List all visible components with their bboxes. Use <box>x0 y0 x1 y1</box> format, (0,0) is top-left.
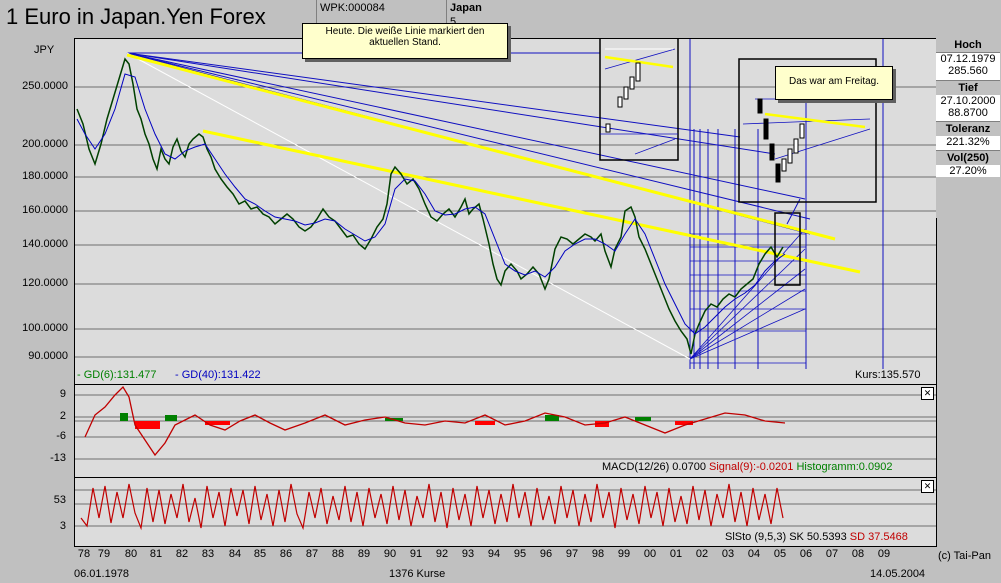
x-tick: 07 <box>825 548 839 560</box>
copyright: (c) Tai-Pan <box>938 550 991 562</box>
main-chart-panel: Heute. Die weiße Linie markiert den aktu… <box>74 21 937 385</box>
y-tick: 250.0000 <box>22 80 68 92</box>
price-series <box>76 57 784 355</box>
y-tick: 200.0000 <box>22 138 68 150</box>
hoch-value: 285.560 <box>936 65 1000 80</box>
x-tick: 94 <box>487 548 501 560</box>
ma-series <box>76 73 786 335</box>
country-label: Japan <box>450 2 482 14</box>
x-tick: 99 <box>617 548 631 560</box>
y-tick: 90.0000 <box>28 350 68 362</box>
x-tick: 80 <box>124 548 138 560</box>
country-box: Japan 5 <box>446 0 935 38</box>
x-tick: 06 <box>799 548 813 560</box>
sto-y-tick: 3 <box>59 520 66 532</box>
macd-y-tick: -13 <box>50 452 66 464</box>
x-tick: 78 <box>77 548 91 560</box>
x-tick: 97 <box>565 548 579 560</box>
x-tick: 98 <box>591 548 605 560</box>
x-tick: 05 <box>773 548 787 560</box>
vol-label: Vol(250) <box>936 150 1000 165</box>
macd-y-tick: -6 <box>56 430 66 442</box>
main-chart-svg <box>75 21 936 369</box>
macd-svg <box>75 385 936 460</box>
macd-panel: ✕ MACD(12/26) 0.0700 Signal(9):-0.0201 H… <box>74 384 937 478</box>
sto-svg <box>75 483 936 531</box>
x-tick: 08 <box>851 548 865 560</box>
sto-y-tick: 53 <box>53 494 66 506</box>
close-icon[interactable]: ✕ <box>921 387 934 400</box>
toleranz-value: 221.32% <box>936 136 1000 150</box>
y-tick: 180.0000 <box>22 170 68 182</box>
end-date: 14.05.2004 <box>870 568 926 580</box>
x-tick: 85 <box>253 548 267 560</box>
wpk-label: WPK:000084 <box>320 2 385 14</box>
x-tick: 81 <box>149 548 163 560</box>
hoch-date: 07.12.1979 <box>936 53 1000 65</box>
x-tick: 93 <box>461 548 475 560</box>
macd-y-tick: 9 <box>59 388 66 400</box>
macd-value: MACD(12/26) 0.0700 <box>602 461 706 473</box>
tief-label: Tief <box>936 80 1000 95</box>
x-tick: 88 <box>331 548 345 560</box>
y-tick: 100.0000 <box>22 322 68 334</box>
country-sub: 5 <box>450 16 457 28</box>
macd-signal: Signal(9):-0.0201 <box>709 461 794 473</box>
x-tick: 02 <box>695 548 709 560</box>
stats-panel: Hoch 07.12.1979 285.560 Tief 27.10.2000 … <box>936 38 1000 218</box>
sto-label: SlSto (9,5,3) SK 50.5393 SD 37.5468 <box>725 531 908 543</box>
x-tick: 03 <box>721 548 735 560</box>
gd6-label: - GD(6):131.477 <box>77 369 157 381</box>
y-tick: 140.0000 <box>22 238 68 250</box>
x-tick: 09 <box>877 548 891 560</box>
macd-series <box>84 385 786 457</box>
x-tick: 79 <box>97 548 111 560</box>
sto-series <box>80 483 784 531</box>
x-tick: 82 <box>175 548 189 560</box>
x-axis: 78 79 80 81 82 83 84 85 86 87 88 89 90 9… <box>74 546 935 582</box>
gd40-label: - GD(40):131.422 <box>175 369 261 381</box>
kurs-label: Kurs:135.570 <box>855 369 921 381</box>
currency-label-main: JPY <box>34 44 55 56</box>
x-tick: 89 <box>357 548 371 560</box>
x-tick: 92 <box>435 548 449 560</box>
macd-label: MACD(12/26) 0.0700 Signal(9):-0.0201 His… <box>602 461 892 473</box>
note-friday: Das war am Freitag. <box>775 66 893 100</box>
y-tick: 120.0000 <box>22 277 68 289</box>
x-tick: 83 <box>201 548 215 560</box>
x-tick: 01 <box>669 548 683 560</box>
close-icon[interactable]: ✕ <box>921 480 934 493</box>
x-tick: 90 <box>383 548 397 560</box>
x-tick: 04 <box>747 548 761 560</box>
note-today: Heute. Die weiße Linie markiert den aktu… <box>302 23 508 59</box>
sto-value: SlSto (9,5,3) SK 50.5393 <box>725 531 847 543</box>
sto-sd: SD 37.5468 <box>849 531 908 543</box>
vol-value: 27.20% <box>936 165 1000 177</box>
x-tick: 95 <box>513 548 527 560</box>
x-tick: 91 <box>409 548 423 560</box>
toleranz-label: Toleranz <box>936 121 1000 136</box>
x-tick: 87 <box>305 548 319 560</box>
start-date: 06.01.1978 <box>74 568 130 580</box>
stochastic-panel: ✕ SlSto (9,5,3) SK 50.5393 SD 37.5468 <box>74 477 937 547</box>
tief-value: 88.8700 <box>936 107 1000 121</box>
tief-date: 27.10.2000 <box>936 95 1000 107</box>
macd-histogram: Histogramm:0.0902 <box>796 461 893 473</box>
macd-y-tick: 2 <box>59 410 66 422</box>
y-tick: 160.0000 <box>22 204 68 216</box>
hoch-label: Hoch <box>936 38 1000 53</box>
x-tick: 86 <box>279 548 293 560</box>
x-tick: 96 <box>539 548 553 560</box>
x-tick: 84 <box>228 548 242 560</box>
kurse-count: 1376 Kurse <box>389 568 446 580</box>
x-tick: 00 <box>643 548 657 560</box>
chart-title: 1 Euro in Japan.Yen Forex <box>6 4 266 29</box>
